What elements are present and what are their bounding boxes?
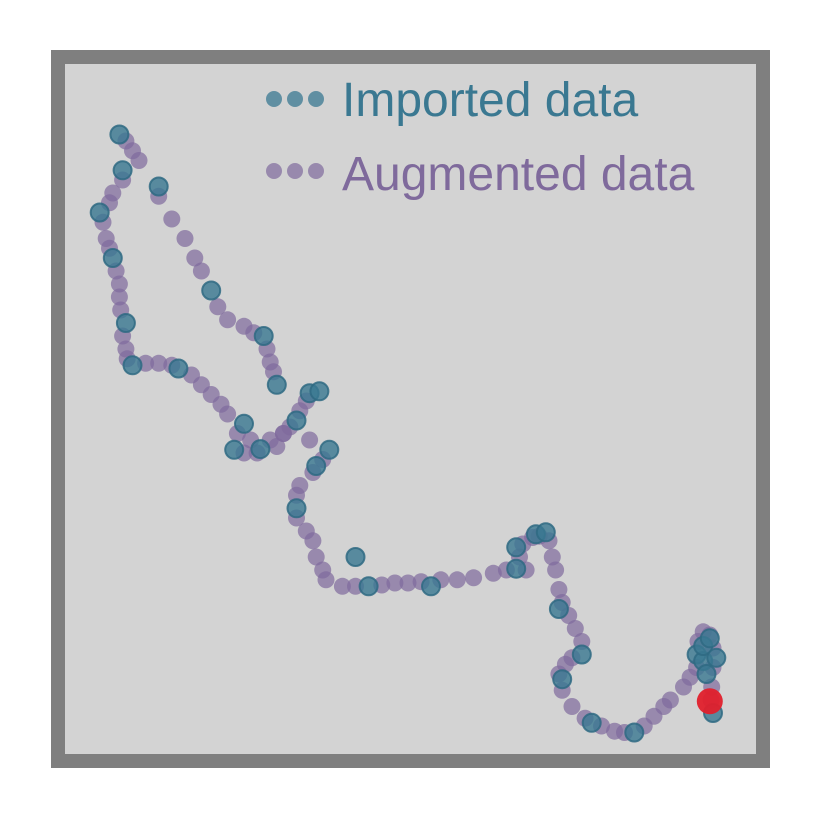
imported-point-10 (266, 374, 287, 395)
imported-point-0 (109, 124, 130, 145)
augmented-point-97 (192, 262, 210, 280)
augmented-point-64 (547, 561, 565, 579)
augmented-point-17 (150, 354, 168, 372)
augmented-point-45 (317, 571, 335, 589)
imported-point-1 (112, 160, 133, 181)
augmented-point-63 (543, 548, 561, 566)
imported-point-37 (696, 664, 717, 684)
imported-point-36 (699, 628, 720, 649)
augmented-point-55 (484, 564, 502, 582)
legend-imported-label: Imported data (342, 74, 638, 127)
imported-point-23 (506, 558, 527, 579)
imported-point-24 (506, 537, 527, 558)
imported-point-16 (250, 439, 271, 460)
imported-point-7 (168, 358, 189, 379)
augmented-point-23 (219, 405, 237, 423)
imported-point-6 (122, 355, 143, 376)
augmented-point-82 (661, 691, 679, 709)
augmented-point-10 (110, 275, 128, 293)
augmented-point-95 (176, 230, 194, 247)
imported-point-2 (148, 176, 169, 197)
imported-point-22 (421, 576, 441, 597)
imported-point-20 (345, 547, 366, 567)
imported-point-8 (201, 280, 222, 301)
imported-point-13 (286, 410, 307, 431)
legend: Imported data Augmented data (266, 74, 695, 201)
imported-point-18 (306, 456, 327, 476)
imported-point-4 (102, 248, 123, 268)
augmented-point-65 (550, 581, 568, 598)
imported-point-30 (581, 712, 602, 733)
legend-augmented-marker (266, 163, 324, 179)
augmented-point-98 (209, 298, 227, 316)
augmented-point-35 (301, 431, 319, 449)
highlight-point-0 (696, 688, 723, 715)
augmented-point-74 (563, 698, 581, 715)
augmented-point-42 (304, 532, 322, 550)
imported-point-29 (552, 669, 573, 690)
legend-augmented-label: Augmented data (342, 148, 695, 201)
augmented-point-43 (307, 548, 325, 566)
imported-point-19 (286, 498, 307, 519)
imported-point-15 (224, 439, 245, 460)
imported-point-12 (309, 381, 330, 402)
augmented-point-53 (448, 571, 466, 589)
imported-point-3 (89, 202, 110, 223)
augmented-point-11 (110, 288, 128, 306)
imported-point-35 (706, 647, 727, 668)
data-marks (89, 124, 727, 743)
augmented-point-50 (399, 574, 417, 592)
augmented-point-2 (130, 152, 148, 169)
imported-point-14 (234, 413, 254, 434)
augmented-point-99 (219, 311, 237, 329)
augmented-point-94 (163, 210, 181, 228)
imported-point-17 (319, 439, 340, 460)
plot-area (65, 64, 756, 754)
imported-point-27 (548, 599, 569, 619)
augmented-point-33 (268, 438, 286, 455)
augmented-point-96 (186, 249, 204, 267)
augmented-point-46 (333, 577, 351, 595)
augmented-point-54 (465, 569, 483, 587)
imported-point-28 (571, 644, 592, 665)
imported-point-5 (115, 313, 136, 333)
augmented-point-68 (566, 620, 584, 637)
legend-imported-marker (266, 91, 324, 107)
imported-point-21 (358, 576, 379, 597)
augmented-point-49 (386, 574, 404, 592)
augmented-point-34 (274, 425, 292, 442)
imported-point-26 (535, 522, 556, 543)
imported-point-31 (624, 722, 645, 743)
imported-point-9 (253, 326, 274, 346)
